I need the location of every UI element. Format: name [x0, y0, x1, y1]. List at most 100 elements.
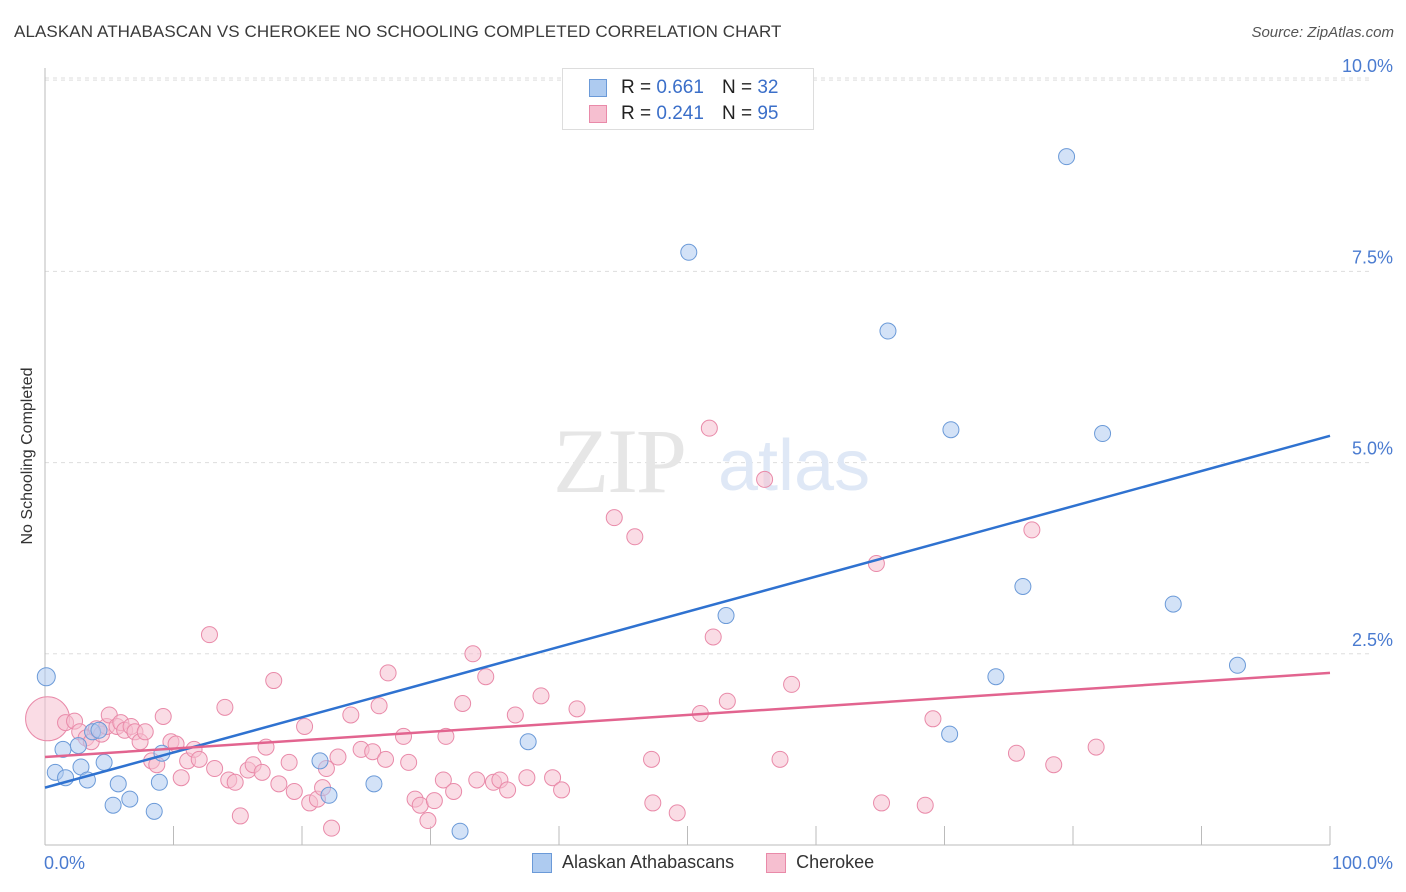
cherokee-point: [395, 727, 413, 745]
cherokee-point: [756, 470, 774, 488]
cherokee-point: [568, 700, 586, 718]
cherokee-point: [379, 664, 397, 682]
athabascan-point: [942, 421, 960, 439]
cherokee-point: [1023, 521, 1041, 539]
cherokee-trendline: [44, 671, 1331, 759]
cherokee-point: [377, 750, 395, 768]
series-label-athabascan: Alaskan Athabascans: [562, 852, 735, 872]
cherokee-point: [605, 509, 623, 527]
legend-n-label: N =: [721, 77, 753, 98]
cherokee-point: [553, 781, 571, 799]
cherokee-point: [231, 807, 249, 825]
cherokee-point: [253, 763, 271, 781]
legend-swatch-blue: [589, 79, 607, 97]
cherokee-point: [226, 773, 244, 791]
cherokee-point: [154, 708, 172, 726]
legend-r-label: R =: [621, 103, 652, 124]
athabascan-point: [1058, 148, 1076, 166]
correlation-legend: R = 0.661 N = 32 R = 0.241 N = 95: [562, 68, 814, 130]
cherokee-point: [434, 771, 452, 789]
series-legend: Alaskan Athabascans Cherokee: [532, 852, 906, 873]
y-tick-label: 2.5%: [1352, 630, 1393, 650]
athabascan-point: [1094, 425, 1112, 443]
series-swatch-blue: [532, 852, 552, 873]
cherokee-point: [265, 672, 283, 690]
athabascan-point: [519, 733, 537, 751]
cherokee-point: [454, 695, 472, 713]
series-swatch-pink: [766, 852, 787, 873]
legend-swatch-pink: [589, 105, 607, 123]
cherokee-point: [468, 771, 486, 789]
cherokee-point: [506, 706, 524, 724]
series-legend-athabascan: Alaskan Athabascans: [532, 852, 734, 873]
cherokee-point: [644, 794, 662, 812]
athabascan-point: [717, 607, 735, 625]
series-label-cherokee: Cherokee: [796, 852, 875, 872]
athabascan-point: [451, 822, 469, 840]
cherokee-point: [419, 812, 437, 830]
legend-r-label: R =: [621, 77, 652, 98]
cherokee-point: [532, 687, 550, 705]
athabascan-point: [1014, 577, 1032, 595]
cherokee-point: [518, 769, 536, 787]
cherokee-point: [270, 775, 288, 793]
watermark-zip: ZIP: [553, 410, 685, 512]
x-tick-label: 0.0%: [44, 853, 85, 873]
y-tick-label: 10.0%: [1342, 56, 1393, 76]
legend-row-cherokee: R = 0.241 N = 95: [589, 103, 778, 125]
cherokee-point: [342, 706, 360, 724]
athabascan-point: [365, 775, 383, 793]
cherokee-point: [200, 626, 218, 644]
cherokee-point: [411, 796, 429, 814]
cherokee-point: [370, 697, 388, 715]
cherokee-point: [771, 750, 789, 768]
chart-title: ALASKAN ATHABASCAN VS CHEROKEE NO SCHOOL…: [14, 22, 782, 41]
athabascan-trendline: [44, 434, 1331, 789]
athabascan-point: [1228, 656, 1246, 674]
athabascan-point: [109, 775, 127, 793]
legend-n-label: N =: [721, 103, 753, 124]
cherokee-point: [364, 743, 382, 761]
cherokee-point: [172, 769, 190, 787]
cherokee-point: [280, 753, 298, 771]
athabascan-point: [941, 725, 959, 743]
y-tick-label: 7.5%: [1352, 247, 1393, 267]
cherokee-point: [718, 692, 736, 710]
athabascan-point: [987, 668, 1005, 686]
athabascan-point: [320, 786, 338, 804]
legend-n-value: 95: [757, 103, 779, 124]
cherokee-point: [400, 753, 418, 771]
cherokee-point: [704, 628, 722, 646]
cherokee-point: [643, 750, 661, 768]
cherokee-point: [1087, 738, 1105, 756]
cherokee-point: [285, 782, 303, 800]
cherokee-point: [329, 748, 347, 766]
athabascan-point: [36, 667, 56, 687]
cherokee-point: [626, 528, 644, 546]
cherokee-point: [445, 782, 463, 800]
athabascan-point: [90, 721, 108, 739]
cherokee-point: [464, 645, 482, 663]
athabascan-point: [104, 796, 122, 814]
legend-row-athabascan: R = 0.661 N = 32: [589, 77, 778, 99]
cherokee-point: [323, 819, 341, 837]
cherokee-point: [1007, 744, 1025, 762]
cherokee-point: [296, 717, 314, 735]
athabascan-point: [150, 773, 168, 791]
cherokee-point: [1045, 756, 1063, 774]
series-legend-cherokee: Cherokee: [766, 852, 874, 873]
legend-n-value: 32: [757, 77, 779, 98]
athabascan-point: [145, 802, 163, 820]
cherokee-point: [924, 710, 942, 728]
cherokee-point: [783, 675, 801, 693]
cherokee-point: [668, 804, 686, 822]
cherokee-point: [206, 760, 224, 778]
cherokee-point: [499, 781, 517, 799]
cherokee-point: [425, 792, 443, 810]
source-label: Source: ZipAtlas.com: [1251, 24, 1394, 41]
athabascan-point: [95, 753, 113, 771]
cherokee-point: [700, 419, 718, 437]
cherokee-point: [136, 723, 154, 741]
cherokee-point: [437, 727, 455, 745]
